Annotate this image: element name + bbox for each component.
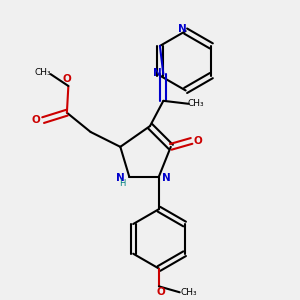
Text: O: O — [156, 287, 165, 297]
Text: N: N — [178, 24, 187, 34]
Text: N: N — [116, 173, 125, 183]
Text: CH₃: CH₃ — [188, 99, 204, 108]
Text: O: O — [193, 136, 202, 146]
Text: N: N — [153, 68, 162, 78]
Text: H: H — [119, 179, 125, 188]
Text: CH₃: CH₃ — [180, 288, 197, 297]
Text: CH₃: CH₃ — [35, 68, 51, 77]
Text: N: N — [162, 173, 171, 183]
Text: O: O — [31, 115, 40, 125]
Text: O: O — [62, 74, 71, 84]
